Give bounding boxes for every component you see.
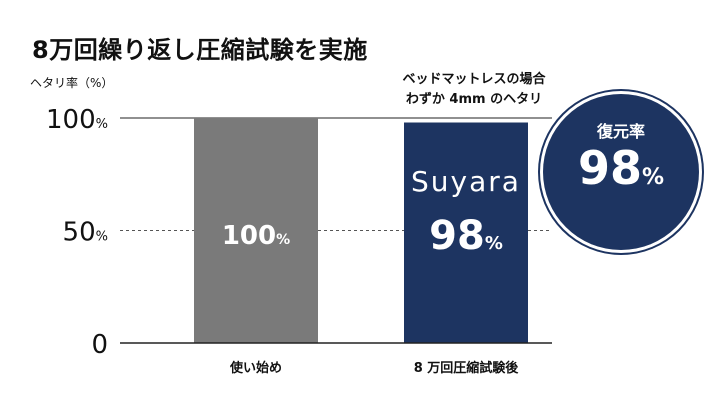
recovery-rate-badge: 復元率 98% [543, 94, 699, 250]
badge-number: 98 [577, 141, 642, 195]
badge-label: 復元率 [596, 122, 645, 141]
bar-1 [404, 122, 528, 343]
annotation-line-2: わずか 4mm のヘタリ [405, 92, 543, 107]
y-tick-label-0: 0 [91, 330, 108, 360]
y-tick-label-100: 100% [46, 105, 108, 135]
bar-value-label-1: 98% [429, 213, 503, 259]
bar-0 [194, 118, 318, 343]
annotation-line-1: ベッドマットレスの場合 [402, 72, 546, 87]
badge-unit: % [641, 165, 665, 190]
brand-logo-1: Suyara [411, 165, 521, 198]
y-tick-label-50: 50% [63, 218, 108, 248]
bar-value-label-0: 100% [222, 221, 290, 251]
page-title: 8万回繰り返し圧縮試験を実施 [32, 36, 368, 64]
annotation: ベッドマットレスの場合 わずか 4mm のヘタリ [374, 70, 574, 110]
y-axis-label: ヘタリ率（%） [30, 76, 114, 90]
badge-value: 98% [543, 138, 699, 208]
category-label-1: 8 万回圧縮試験後 [414, 360, 520, 376]
category-label-0: 使い始め [229, 360, 282, 376]
